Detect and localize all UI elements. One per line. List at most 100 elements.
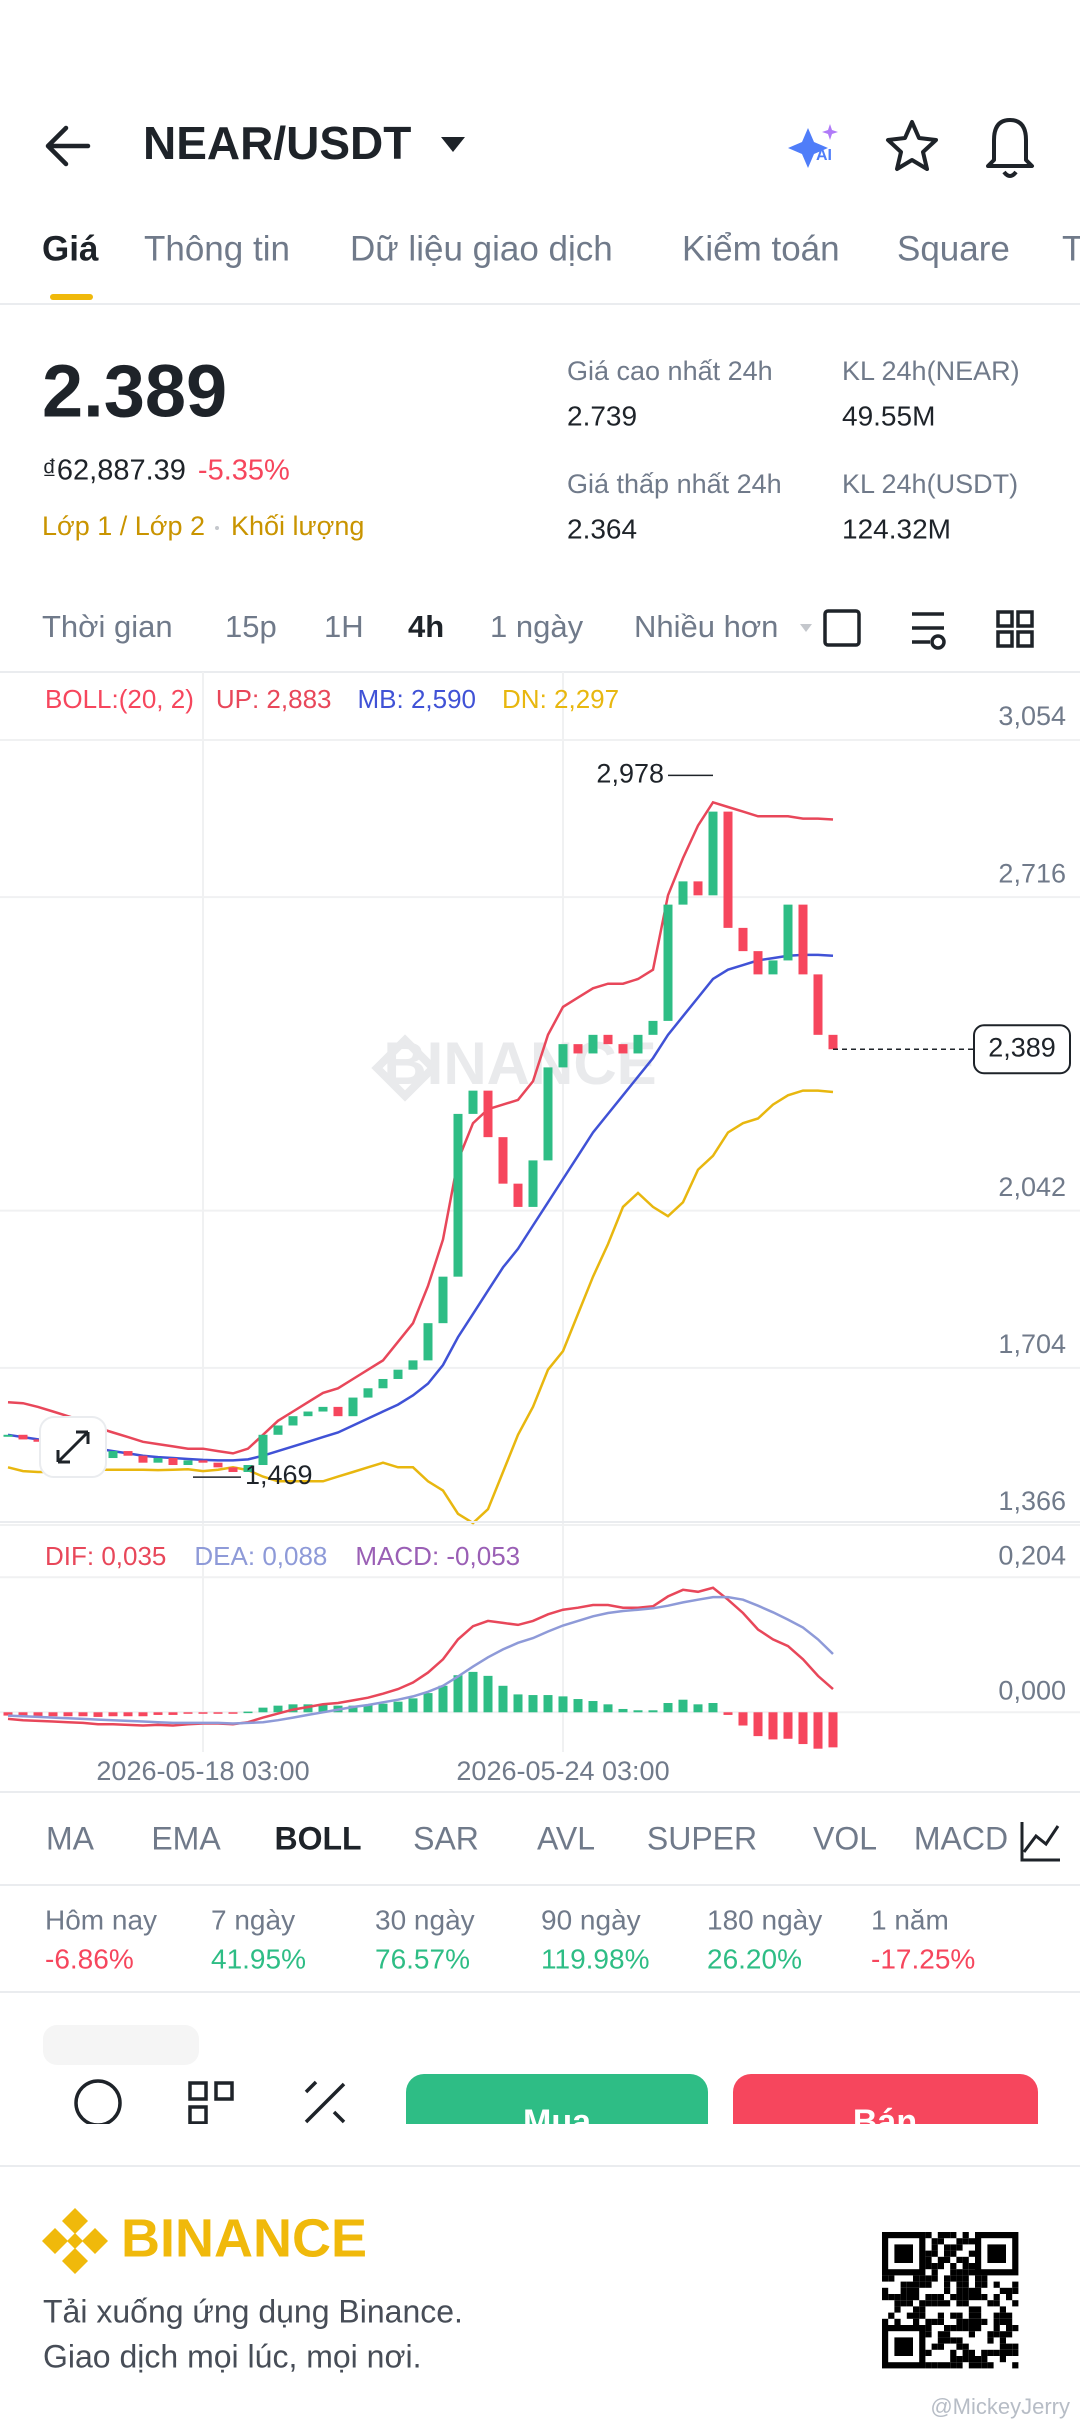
qr-cell xyxy=(975,2362,982,2369)
tab[interactable]: Thông tin xyxy=(144,229,290,268)
macd-histogram-bar xyxy=(498,1685,508,1713)
candle xyxy=(153,1458,163,1463)
tab[interactable]: Giá xyxy=(42,229,99,268)
fullscreen-icon[interactable] xyxy=(823,609,861,647)
qr-cell xyxy=(993,2318,1000,2325)
qr-cell xyxy=(925,2281,932,2288)
interval-tab[interactable]: Nhiều hơn xyxy=(634,609,778,644)
qr-cell xyxy=(981,2275,988,2282)
ai-sparkle xyxy=(788,128,828,168)
qr-cell xyxy=(962,2263,969,2270)
tab[interactable]: Dữ liệu giao dịch xyxy=(350,229,613,268)
qr-cell xyxy=(950,2250,957,2257)
candle xyxy=(258,1434,268,1466)
candle xyxy=(303,1411,313,1417)
qr-cell xyxy=(956,2325,963,2332)
interval-tab[interactable]: Thời gian xyxy=(42,609,173,644)
qr-cell xyxy=(956,2256,963,2263)
indicator-tab[interactable]: MACD xyxy=(914,1820,1008,1856)
pair-dropdown[interactable] xyxy=(441,137,465,152)
performance-value: 26.20% xyxy=(707,1943,802,1974)
qr-cell xyxy=(925,2263,932,2270)
performance-value: 76.57% xyxy=(375,1943,470,1974)
macd-histogram-bar xyxy=(513,1694,523,1713)
qr-cell xyxy=(999,2306,1006,2313)
favorite-button[interactable] xyxy=(886,120,938,171)
layout-icon-a[interactable] xyxy=(996,610,1014,628)
indicator-tab[interactable]: BOLL xyxy=(274,1820,361,1856)
qr-cell xyxy=(906,2294,913,2301)
performance-label: 1 năm xyxy=(871,1904,949,1935)
qr-cell xyxy=(944,2337,951,2344)
candle xyxy=(813,974,823,1035)
volume-link[interactable]: Khối lượng xyxy=(231,511,364,541)
ai-button[interactable] xyxy=(788,124,838,168)
tab[interactable]: T xyxy=(1062,229,1080,268)
qr-cell xyxy=(956,2269,963,2276)
indicator-icon[interactable] xyxy=(912,612,944,644)
indicator-tab[interactable]: VOL xyxy=(813,1820,877,1856)
qr-cell xyxy=(937,2294,944,2301)
qr-cell xyxy=(944,2275,951,2282)
back-button[interactable] xyxy=(45,125,91,167)
indicator-tab[interactable]: AVL xyxy=(537,1820,595,1856)
qr-cell xyxy=(906,2312,913,2319)
layer-link[interactable]: Lớp 1 / Lớp 2 xyxy=(42,511,205,541)
x-tick-label: 2026-05-24 03:00 xyxy=(456,1756,669,1786)
pair-title[interactable]: NEAR/USDT xyxy=(143,117,411,169)
indicator-tab[interactable]: MA xyxy=(46,1820,95,1856)
indicator-tab[interactable]: EMA xyxy=(151,1820,221,1856)
indicator-tab[interactable]: SUPER xyxy=(647,1820,757,1856)
qr-cell xyxy=(950,2244,957,2251)
qr-cell xyxy=(882,2318,889,2325)
candle xyxy=(183,1460,193,1466)
qr-cell xyxy=(981,2356,988,2363)
candle xyxy=(618,1044,628,1054)
macd-histogram-bar xyxy=(48,1712,58,1717)
indicator-tab[interactable]: SAR xyxy=(413,1820,479,1856)
qr-cell xyxy=(999,2343,1006,2350)
trade-button[interactable] xyxy=(304,2080,346,2124)
macd-histogram-bar xyxy=(93,1712,103,1717)
more-dropdown xyxy=(800,624,812,632)
qr-cell xyxy=(962,2325,969,2332)
qr-cell xyxy=(987,2300,994,2307)
more-button[interactable] xyxy=(188,2081,208,2101)
qr-cell xyxy=(931,2238,938,2245)
macd-histogram-bar xyxy=(408,1698,418,1713)
qr-cell xyxy=(987,2337,994,2344)
candle xyxy=(768,960,778,975)
stat-value: 49.55M xyxy=(842,400,935,431)
candle xyxy=(498,1137,508,1184)
candle xyxy=(123,1451,133,1456)
qr-cell xyxy=(900,2300,907,2307)
qr-cell xyxy=(906,2287,913,2294)
qr-cell xyxy=(906,2300,913,2307)
interval-tab[interactable]: 1 ngày xyxy=(490,609,584,644)
tab[interactable]: Square xyxy=(897,229,1010,268)
macd-histogram-bar xyxy=(753,1712,763,1737)
qr-cell xyxy=(975,2306,982,2313)
ai-sparkle-small xyxy=(822,124,838,140)
qr-cell xyxy=(937,2300,944,2307)
qr-cell xyxy=(950,2349,957,2356)
qr-cell xyxy=(913,2318,920,2325)
interval-tab[interactable]: 4h xyxy=(408,609,444,644)
alert-button[interactable] xyxy=(986,118,1034,178)
macd-histogram-bar xyxy=(123,1712,133,1717)
interval-tab[interactable]: 1H xyxy=(324,609,364,644)
qr-cell xyxy=(919,2281,926,2288)
interval-tab[interactable]: 15p xyxy=(225,609,277,644)
qr-cell xyxy=(944,2325,951,2332)
candle xyxy=(483,1090,493,1138)
candle xyxy=(273,1425,283,1435)
qr-cell xyxy=(962,2318,969,2325)
macd-histogram-bar xyxy=(243,1711,253,1714)
qr-cell xyxy=(968,2356,975,2363)
indicator-settings-icon[interactable] xyxy=(1020,1822,1060,1862)
performance-label: Hôm nay xyxy=(45,1904,157,1935)
qr-cell xyxy=(931,2263,938,2270)
tab[interactable]: Kiểm toán xyxy=(682,229,840,268)
candle xyxy=(108,1451,118,1459)
qr-cell xyxy=(894,2318,901,2325)
